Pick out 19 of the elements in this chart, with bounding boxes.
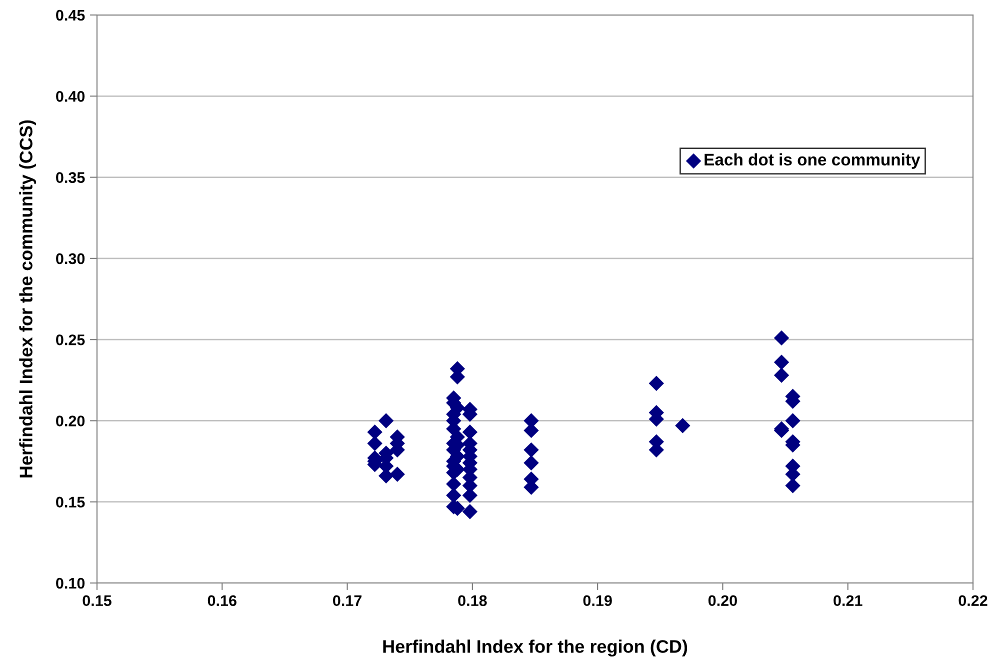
y-tick-label: 0.20: [56, 416, 85, 426]
x-axis-title: Herfindahl Index for the region (CD): [383, 640, 688, 657]
x-tick-label: 0.17: [333, 595, 362, 606]
y-tick-label: 0.35: [56, 172, 85, 183]
y-tick-label: 0.40: [56, 91, 85, 102]
y-tick-label: 0.25: [56, 334, 85, 346]
x-tick-label: 0.19: [583, 595, 612, 606]
y-tick-label: 0.30: [56, 253, 85, 264]
x-tick-label: 0.16: [208, 595, 236, 606]
x-tick-label: 0.15: [82, 595, 112, 606]
y-tick-label: 0.45: [56, 10, 85, 21]
x-tick-label: 0.22: [958, 595, 988, 606]
legend-label: Each dot is one community: [704, 153, 920, 169]
y-tick-label: 0.15: [56, 496, 85, 508]
x-tick-label: 0.18: [458, 595, 487, 606]
y-tick-label: 0.10: [56, 578, 85, 589]
y-axis-title: Herfindahl Index for the community (CCS): [19, 120, 36, 478]
x-tick-label: 0.21: [834, 595, 862, 606]
x-tick-label: 0.20: [708, 595, 737, 606]
